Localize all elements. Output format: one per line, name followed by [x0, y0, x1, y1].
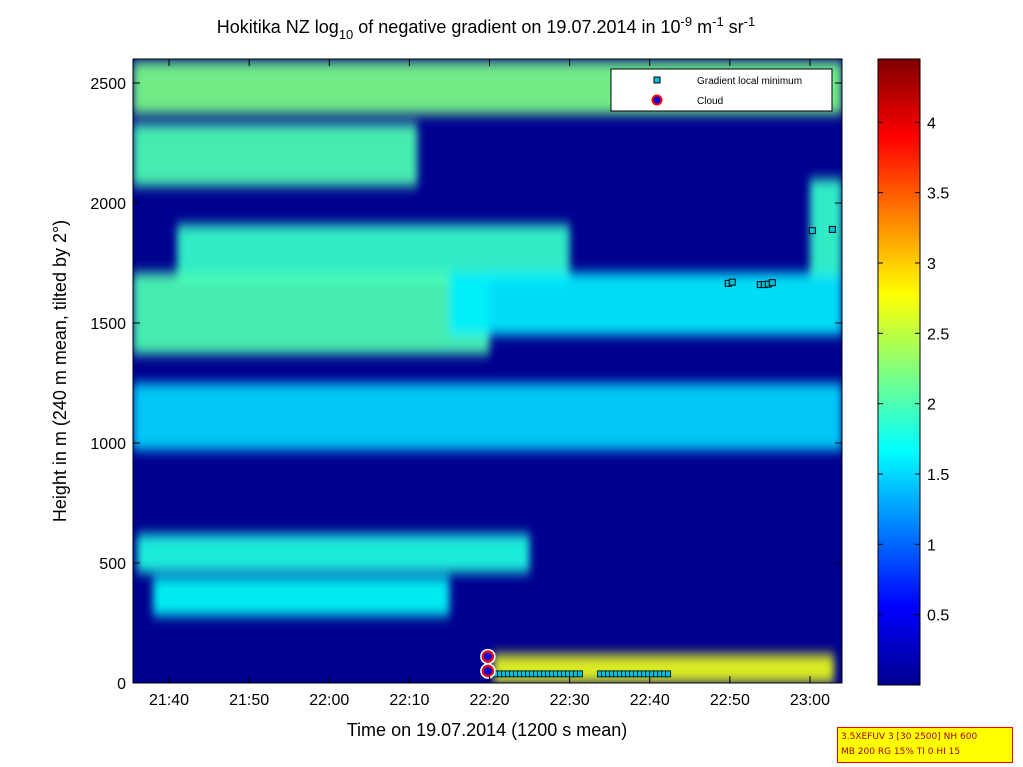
colorbar-tick-label: 2 [927, 397, 936, 414]
legend-label-cloud: Cloud [697, 96, 723, 107]
y-axis-label: Height in m (240 m mean, tilted by 2°) [50, 220, 70, 522]
x-tick-label: 21:40 [149, 692, 189, 709]
legend-circle-marker [651, 94, 663, 106]
gradient-minimum-marker [768, 279, 776, 287]
heatmap-cell [493, 654, 834, 683]
colorbar-tick-label: 1 [927, 537, 936, 554]
gradient-minimum-marker [828, 225, 836, 233]
x-tick-label: 22:00 [309, 692, 349, 709]
heatmap-cell [153, 577, 450, 616]
plot-frame [132, 58, 843, 684]
gradient-minimum-marker [728, 278, 736, 286]
colorbar [877, 58, 921, 686]
heatmap-cell [133, 272, 490, 355]
x-tick-label: 22:20 [469, 692, 509, 709]
info-box: 3.5XEFUV 3 [30 2500] NH 600 MB 200 RG 15… [837, 727, 1013, 763]
legend-box [610, 68, 833, 112]
colorbar-tick-label: 3.5 [927, 186, 949, 203]
x-tick-label: 21:50 [229, 692, 269, 709]
colorbar-tick-label: 0.5 [927, 608, 949, 625]
y-tick-label: 1500 [90, 316, 126, 333]
gradient-minimum-marker [665, 670, 672, 678]
gradient-minimum-marker [808, 227, 816, 235]
heatmap-cell [133, 123, 418, 187]
x-axis-label: Time on 19.07.2014 (1200 s mean) [347, 720, 628, 740]
heatmap-cell [137, 534, 530, 573]
info-line-1: 3.5XEFUV 3 [30 2500] NH 600 [841, 732, 978, 742]
y-tick-label: 2500 [90, 76, 126, 93]
heatmap-cell [449, 272, 842, 335]
gradient-minimum-marker [577, 670, 583, 678]
colorbar-tick-label: 3 [927, 256, 936, 273]
y-tick-label: 0 [117, 676, 126, 693]
cloud-marker [481, 650, 494, 663]
marker-layer [480, 225, 836, 679]
y-axis: 0 500 1000 1500 2000 2500 [90, 76, 842, 693]
colorbar-tick-label: 2.5 [927, 326, 949, 343]
legend: Gradient local minimum Cloud [610, 68, 833, 112]
colorbar-tick-label: 1.5 [927, 467, 949, 484]
cloud-marker [481, 665, 494, 677]
cloud-marker-ring [480, 663, 496, 679]
heatmap-cell [133, 383, 842, 451]
x-tick-label: 22:30 [550, 692, 590, 709]
x-axis: 21:40 21:50 22:00 22:10 22:20 22:30 22:40 22:50… [149, 59, 830, 709]
colorbar-ticks: 0.5 1 1.5 2 2.5 3 3.5 4 [878, 115, 949, 625]
x-tick-label: 23:00 [790, 692, 830, 709]
legend-square-marker [653, 76, 661, 84]
x-tick-label: 22:10 [389, 692, 429, 709]
info-line-2: MB 200 RG 15% TI 0 HI 15 [841, 747, 961, 757]
legend-label-gradient: Gradient local minimum [697, 76, 802, 87]
y-tick-label: 500 [99, 556, 126, 573]
heatmap-cell [809, 179, 842, 275]
x-tick-label: 22:40 [630, 692, 670, 709]
y-tick-label: 2000 [90, 196, 126, 213]
chart-title: Hokitika NZ log10 of negative gradient o… [217, 14, 755, 42]
colorbar-tick-label: 4 [927, 115, 936, 132]
x-tick-label: 22:50 [710, 692, 750, 709]
y-tick-label: 1000 [90, 436, 126, 453]
